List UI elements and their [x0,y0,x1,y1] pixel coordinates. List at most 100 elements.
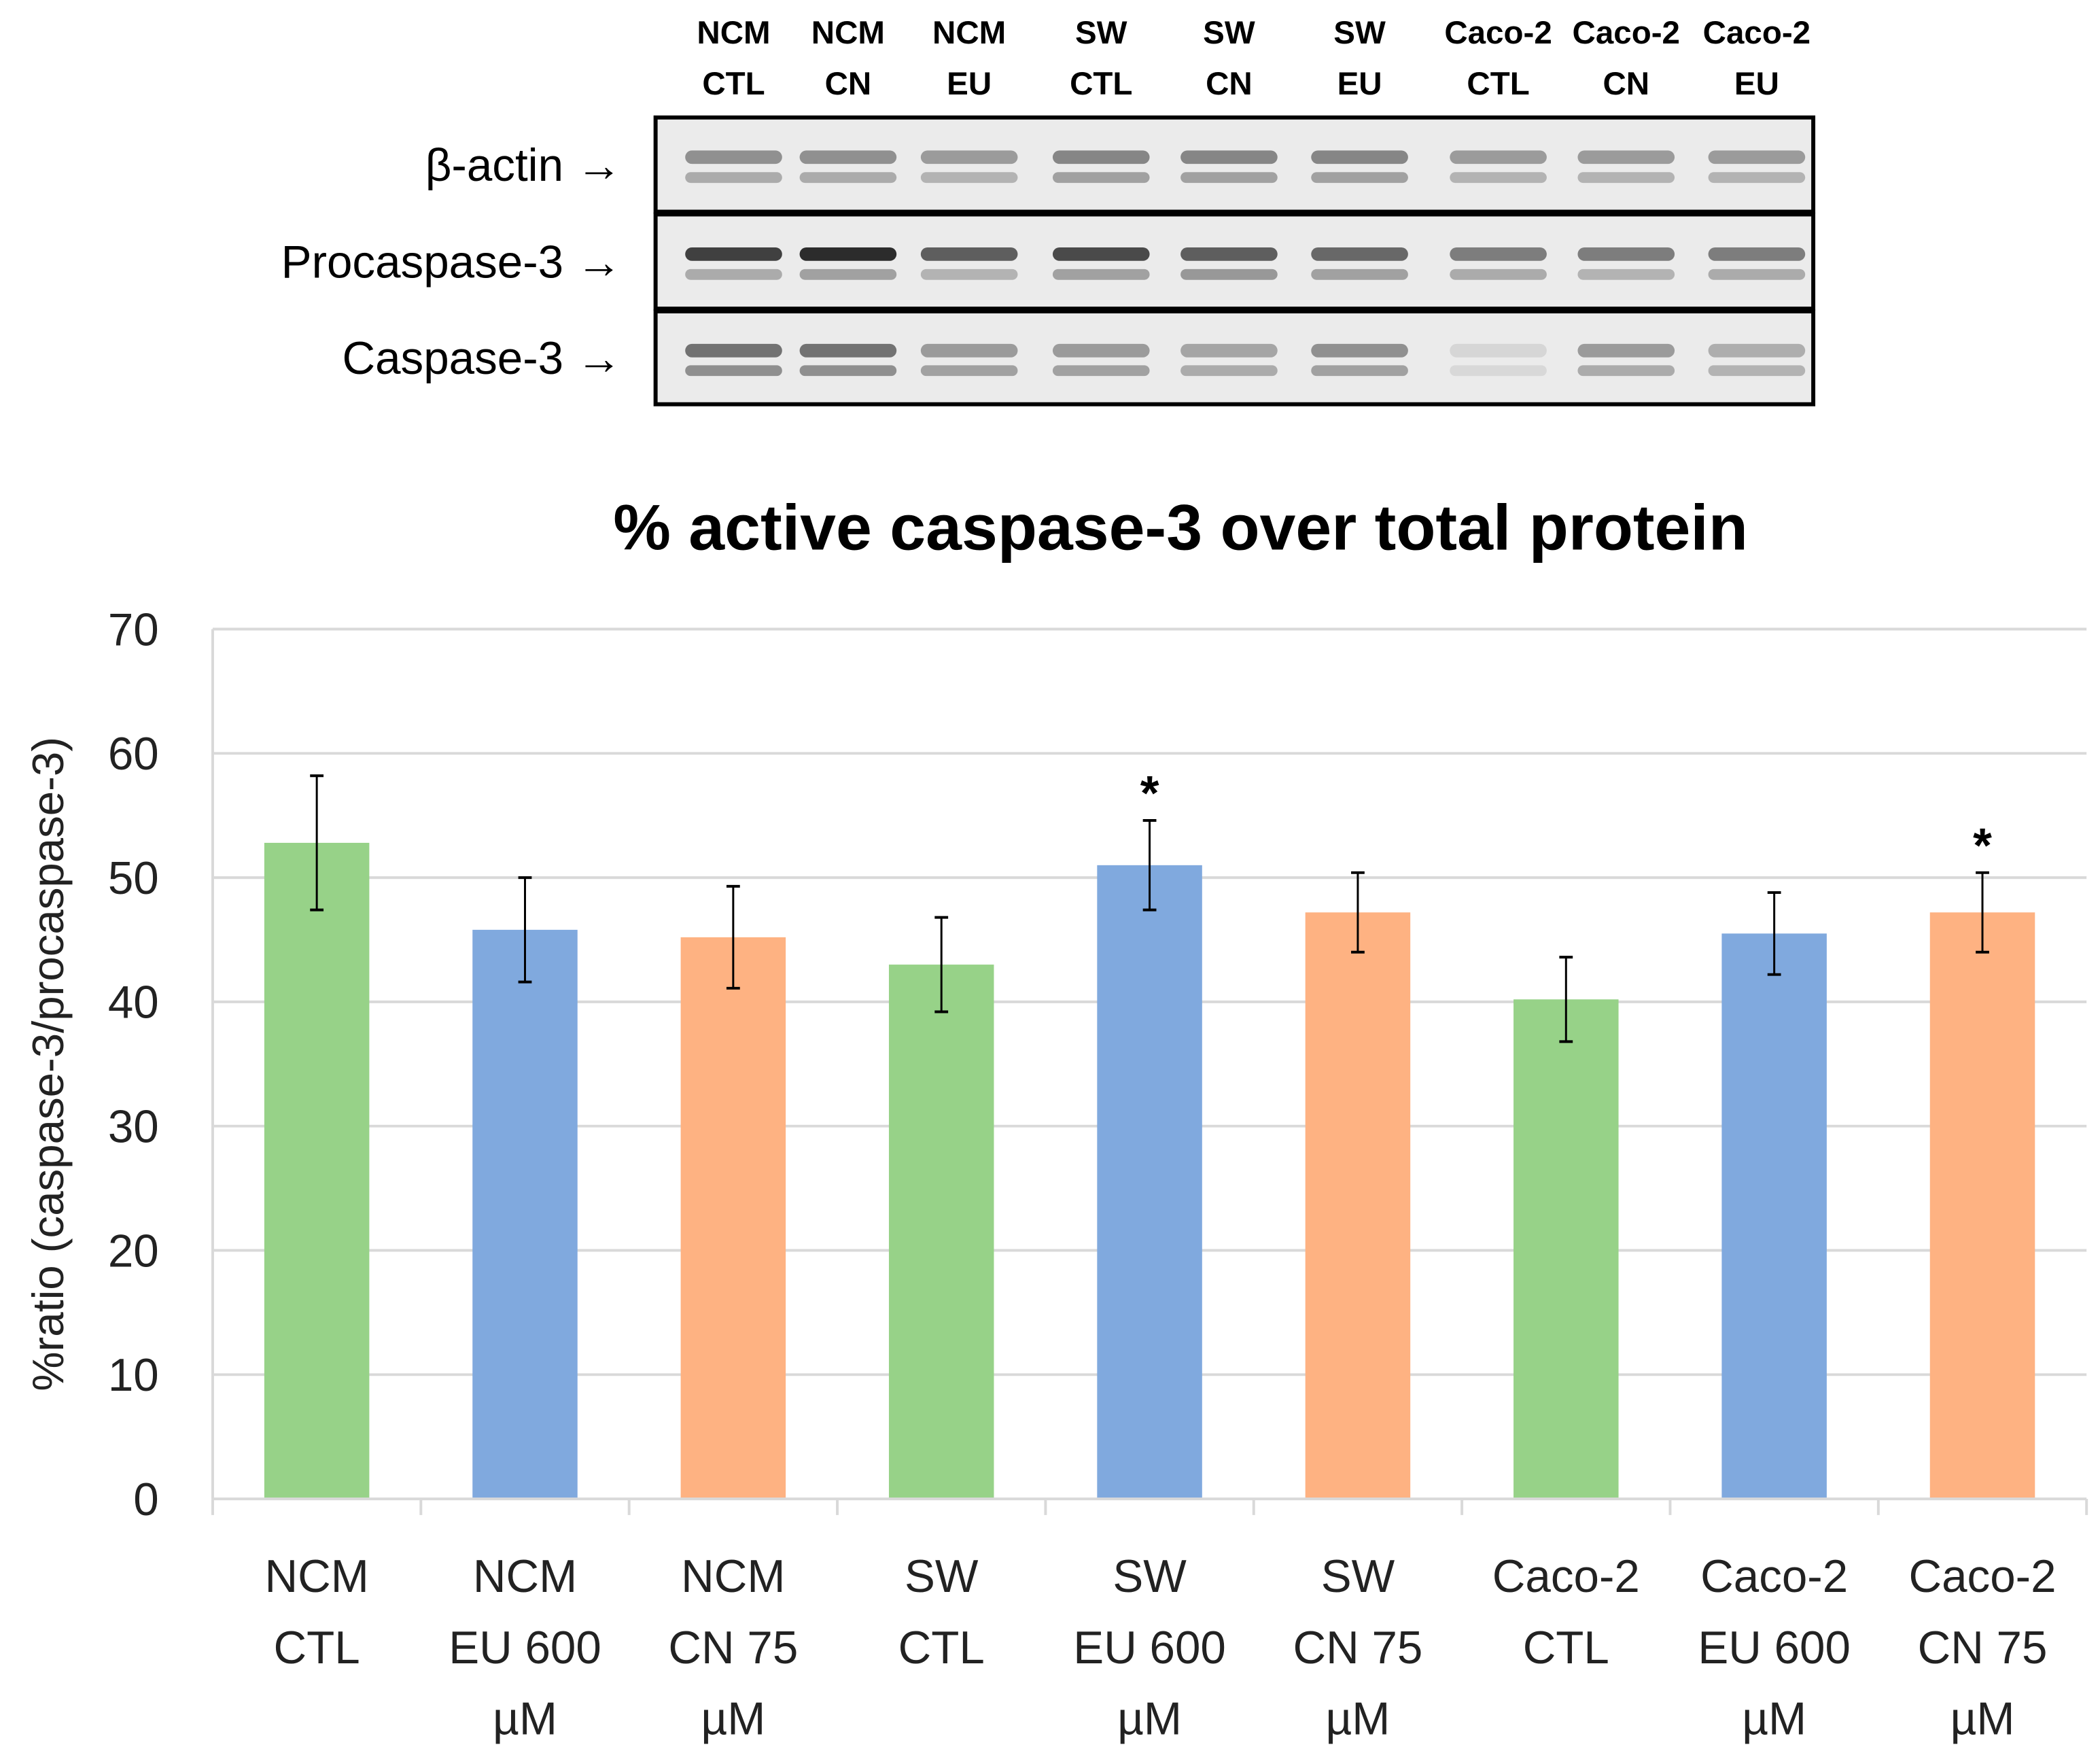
blot-band [920,172,1018,184]
x-tick-label: CN 75 [1918,1623,2048,1674]
blot-band [1450,365,1547,377]
blot-row-label: β-actin → [425,140,622,191]
blot-band [1180,268,1278,280]
bar [888,965,994,1499]
blot-panel [653,212,1816,311]
chart-title: % active caspase-3 over total protein [613,492,1748,564]
blot-band [1311,150,1408,164]
x-tick-label: EU 600 [1073,1623,1226,1674]
blot-band [920,247,1018,261]
blot-band [1052,247,1150,261]
x-tick-label: CN 75 [668,1623,798,1674]
blot-band [685,268,782,280]
blot-band [799,150,897,164]
blot-band [799,343,897,358]
x-tick-label: SW [1321,1551,1395,1602]
blot-band [685,150,782,164]
blot-band [1052,172,1150,184]
x-tick-label: µM [1742,1694,1806,1745]
y-tick-label: 0 [133,1474,158,1525]
x-tick-label: EU 600 [1698,1623,1851,1674]
bar [1097,865,1202,1499]
blot-band [1708,247,1806,261]
lane-label: NCM [811,15,885,51]
blot-band [1577,365,1675,377]
blot-band [685,343,782,358]
x-tick-label: Caco-2 [1492,1551,1640,1602]
blot-band [1708,343,1806,358]
blot-band [685,247,782,261]
blot-band [799,247,897,261]
lane-label: CN [825,66,872,102]
bar [680,937,786,1499]
blot-band [1450,172,1547,184]
x-tick-label: NCM [473,1551,577,1602]
x-tick-label: CTL [898,1623,985,1674]
bar [1305,912,1411,1499]
y-tick-label: 50 [108,853,159,904]
blot-band [1450,343,1547,358]
x-tick-label: SW [905,1551,979,1602]
lane-label: NCM [697,15,770,51]
bar-chart: 0 10 20 30 40 50 60 70 NCM CTL NCM EU 600 µM NCM CN 75… [108,604,2088,1745]
blot-band [1180,247,1278,261]
bar [1929,912,2035,1499]
blot-band [1577,343,1675,358]
blot-band [685,172,782,184]
blot-band [1180,172,1278,184]
bar [264,842,370,1499]
lane-label: Caco-2 [1573,15,1680,51]
x-tick-label: µM [1325,1694,1390,1745]
blot-band [1450,150,1547,164]
blot-band [1052,268,1150,280]
lane-label: SW [1333,15,1386,51]
blot-band [920,343,1018,358]
lane-label: EU [1337,66,1382,102]
blot-band [920,268,1018,280]
lane-label: Caco-2 [1703,15,1810,51]
blot-row-label: Caspase-3 → [342,333,622,384]
lane-label: CN [1206,66,1253,102]
x-tick-label: NCM [264,1551,368,1602]
y-axis-label: %ratio (caspase-3/procaspase-3) [23,737,73,1391]
x-tick-label: CTL [1523,1623,1609,1674]
lane-label: Caco-2 [1444,15,1552,51]
western-blot: NCM CTL NCM CN NCM EU SW CTL SW CN SW EU Caco-2 CTL Ca… [281,15,1816,406]
y-tick-label: 40 [108,977,159,1028]
y-tick-label: 30 [108,1101,159,1152]
significance-marker: * [1140,766,1159,820]
blot-band [1708,172,1806,184]
blot-band [920,365,1018,377]
blot-band [1311,365,1408,377]
blot-band [1577,268,1675,280]
significance-marker: * [1973,818,1992,873]
blot-band [1708,365,1806,377]
blot-band [1577,247,1675,261]
y-tick-label: 70 [108,604,159,655]
blot-band [799,172,897,184]
blot-band [920,150,1018,164]
x-tick-label: µM [493,1694,557,1745]
lane-label: SW [1075,15,1127,51]
blot-band [799,365,897,377]
lane-label: CN [1603,66,1649,102]
x-tick-label: SW [1113,1551,1187,1602]
blot-row-label: Procaspase-3 → [281,237,622,288]
blot-band [1180,365,1278,377]
blot-band [1052,365,1150,377]
blot-panel [653,309,1816,406]
lane-label: CTL [702,66,765,102]
y-tick-label: 10 [108,1350,159,1401]
bar [1513,999,1619,1499]
y-tick-label: 60 [108,729,159,780]
lane-label: EU [1734,66,1779,102]
x-tick-label: µM [1950,1694,2015,1745]
x-tick-label: NCM [681,1551,785,1602]
lane-label: NCM [932,15,1006,51]
x-tick-label: CN 75 [1293,1623,1423,1674]
x-tick-label: µM [701,1694,765,1745]
lane-label: CTL [1070,66,1132,102]
blot-panel [653,115,1816,214]
x-tick-label: Caco-2 [1908,1551,2056,1602]
